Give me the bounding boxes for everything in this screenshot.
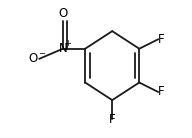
Text: F: F [109, 112, 116, 126]
Text: F: F [158, 85, 165, 99]
Text: O: O [58, 7, 68, 20]
Text: +: + [65, 39, 71, 47]
Text: −: − [38, 49, 45, 58]
Text: N: N [59, 42, 67, 55]
Text: F: F [158, 33, 165, 46]
Text: O: O [29, 52, 38, 65]
